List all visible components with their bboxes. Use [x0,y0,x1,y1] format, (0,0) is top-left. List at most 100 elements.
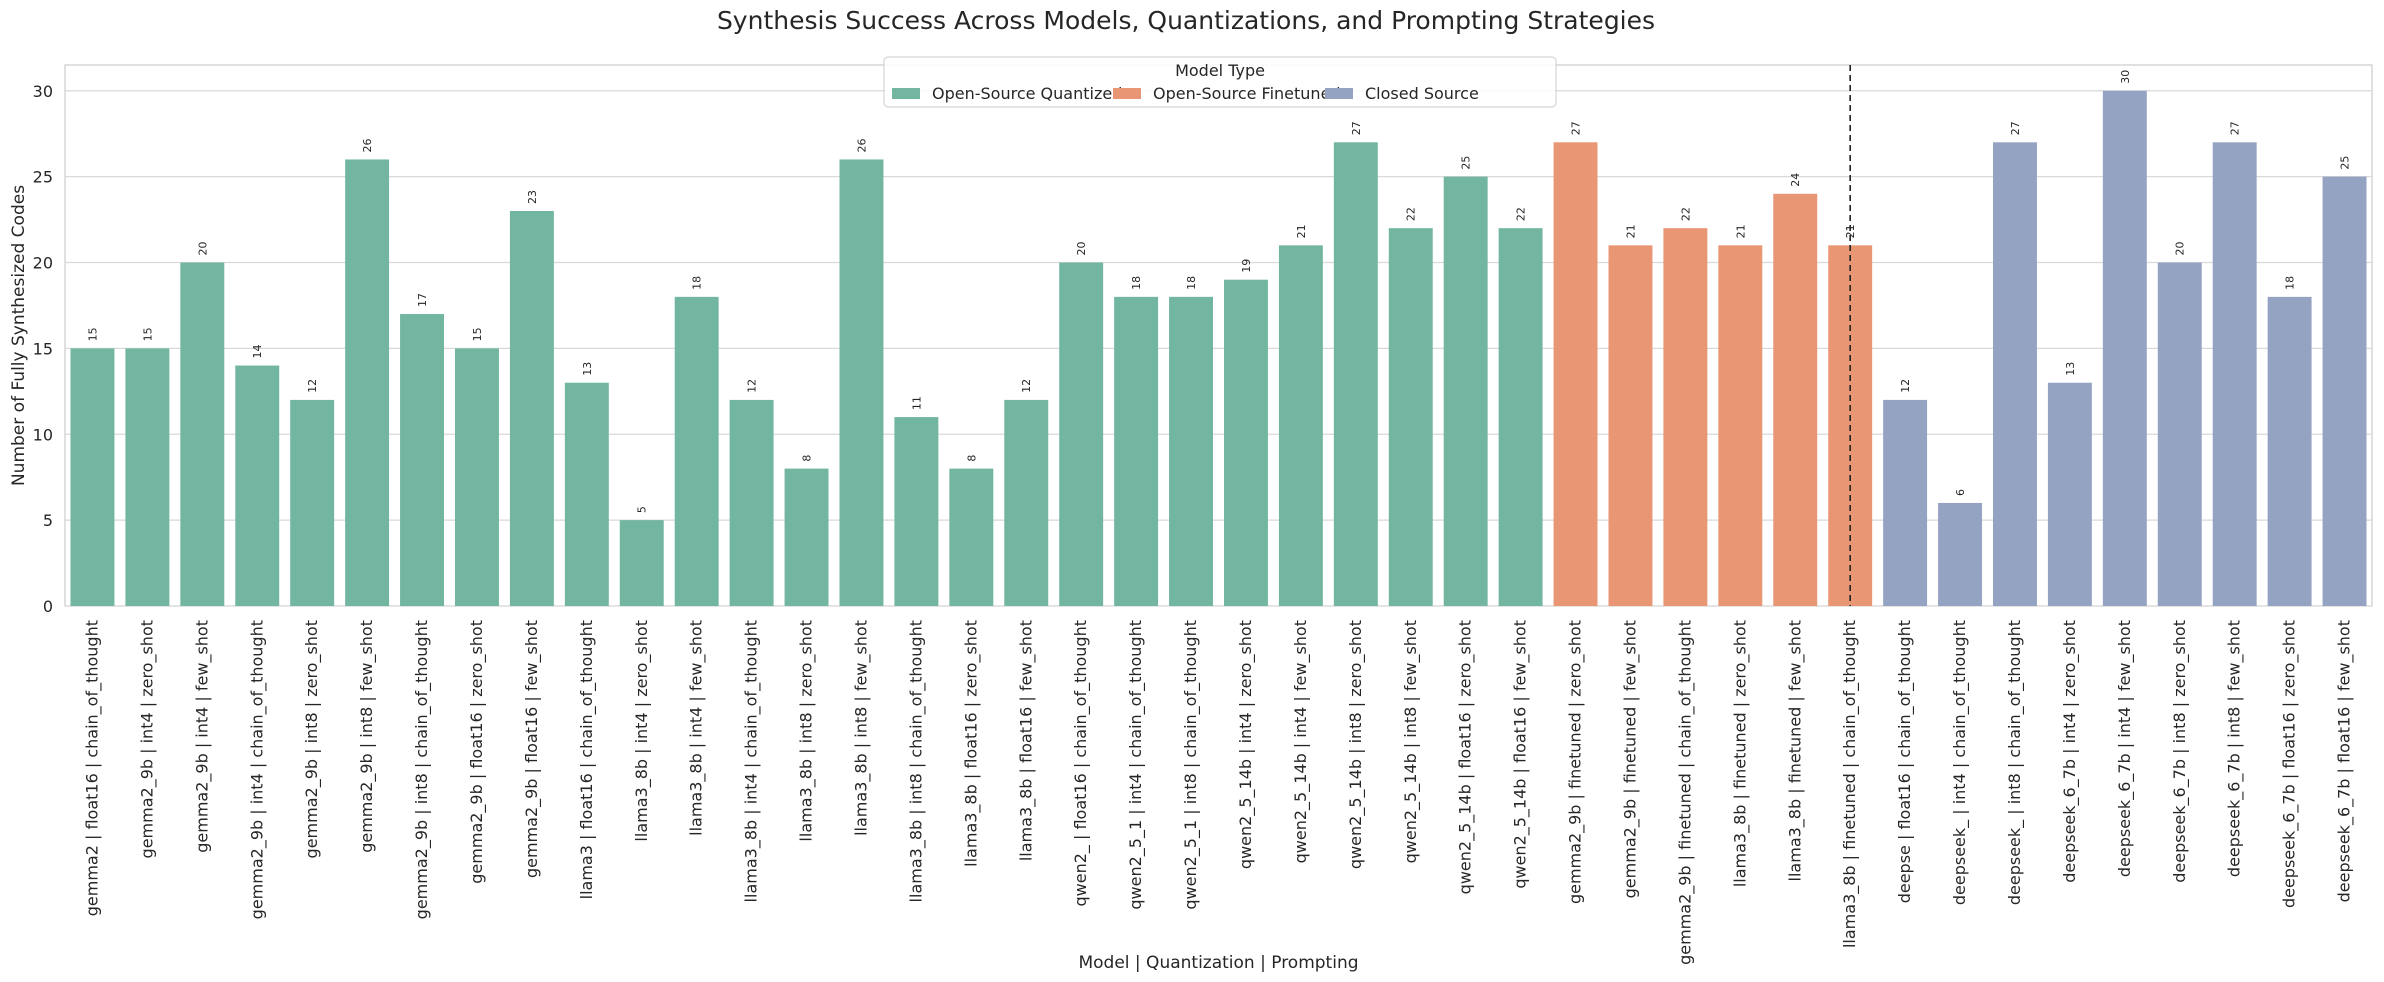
x-tick-label: llama3_8b | float16 | zero_shot [961,620,981,867]
bar-value-label: 12 [1899,379,1912,393]
x-tick-label: llama3_8b | int4 | few_shot [687,620,707,836]
bar [70,348,115,606]
bar-value-label: 21 [1844,224,1857,238]
bar-value-label: 15 [86,327,99,341]
y-tick-label: 5 [43,511,53,530]
bar [784,468,829,606]
x-tick-label: gemma2_9b | finetuned | zero_shot [1566,620,1586,904]
bar [894,417,939,606]
bar-value-label: 20 [2174,242,2187,256]
x-tick-label: gemma2_9b | finetuned | few_shot [1620,620,1640,898]
bar [1498,228,1543,606]
bar-value-label: 26 [855,138,868,152]
bar-value-label: 30 [2119,70,2132,84]
x-tick-label: qwen2_5_14b | float16 | zero_shot [1456,620,1476,894]
bar [674,296,719,606]
bar-value-label: 20 [196,242,209,256]
x-tick-label: gemma2_9b | int4 | few_shot [192,620,212,853]
bar [454,348,499,606]
x-tick-label: llama3_8b | int4 | zero_shot [632,620,652,842]
gridlines [65,90,2372,607]
y-axis-label: Number of Fully Synthesized Codes [9,185,29,486]
bar-value-label: 18 [1130,276,1143,290]
x-axis-ticks: gemma2 | float16 | chain_of_thought gemma… [82,620,2354,965]
bar [619,520,664,606]
bar [1333,142,1378,607]
x-axis-label: Model | Quantization | Prompting [1078,953,1358,973]
bar [949,468,994,606]
bar-value-label: 22 [1679,207,1692,221]
bar [235,365,280,606]
bar-value-label: 12 [1020,379,1033,393]
bar-value-label: 25 [1460,156,1473,170]
x-tick-label: llama3 | float16 | chain_of_thought [577,620,597,899]
bar [509,210,554,606]
bar [1992,142,2037,607]
bar [729,399,774,606]
bar-value-label: 19 [1240,259,1253,273]
bar [1938,502,1983,606]
bar [839,159,884,606]
bar-value-label: 18 [2284,276,2297,290]
bar [1114,296,1159,606]
legend-entries: Open-Source Quantized Open-Source Finetun… [892,84,1479,103]
x-tick-label: qwen2_5_14b | int4 | few_shot [1291,620,1311,863]
x-tick-label: deepseek_6_7b | int8 | few_shot [2225,620,2245,877]
x-tick-label: gemma2_9b | int4 | chain_of_thought [247,620,267,919]
plot-area [64,64,2373,607]
x-tick-label: deepse | float16 | chain_of_thought [1895,620,1915,903]
x-tick-label: deepseek_ | int4 | chain_of_thought [1950,620,1970,905]
bar-value-label: 23 [526,190,539,204]
x-tick-label: qwen2_5_14b | int8 | few_shot [1401,620,1421,863]
y-tick-label: 15 [33,339,53,358]
bar [1773,193,1818,607]
bar [2322,176,2367,606]
bar [1663,228,1708,606]
bar [2102,90,2147,606]
bar-value-label: 27 [1570,121,1583,135]
bar-value-label: 22 [1515,207,1528,221]
bar [1059,262,1104,606]
legend-entry-label: Closed Source [1365,84,1479,103]
bar-value-label: 18 [1185,276,1198,290]
x-tick-label: llama3_8b | int4 | chain_of_thought [742,620,762,902]
bar [2047,382,2092,606]
bar-value-label: 26 [361,138,374,152]
bar-value-label: 27 [2229,121,2242,135]
y-tick-label: 10 [33,425,53,444]
bar [1883,399,1928,606]
bar-value-label: 20 [1075,242,1088,256]
bar [1553,142,1598,607]
bar-value-label: 6 [1954,489,1967,496]
x-tick-label: deepseek_6_7b | int8 | zero_shot [2170,620,2190,883]
bar [1718,245,1763,607]
bar-value-label: 27 [2009,121,2022,135]
bar-value-label: 25 [2339,156,2352,170]
bar [290,399,335,606]
x-tick-label: llama3_8b | finetuned | few_shot [1785,620,1805,881]
bar [180,262,225,606]
bar-value-label: 15 [141,327,154,341]
x-tick-label: llama3_8b | finetuned | zero_shot [1730,620,1750,887]
bar [1443,176,1488,606]
chart-title: Synthesis Success Across Models, Quantiz… [717,6,1655,35]
bar-value-label: 17 [416,293,429,307]
legend-swatch [1325,88,1353,99]
legend-box [883,56,1557,108]
bar-value-label: 27 [1350,121,1363,135]
legend-entry-label: Open-Source Quantized [932,84,1122,103]
bar-value-label: 12 [746,379,759,393]
bar-value-label: 21 [1624,224,1637,238]
bar [2212,142,2257,607]
y-axis-ticks: 0 5 10 15 20 25 30 [33,82,53,616]
bar-value-label: 21 [1734,224,1747,238]
legend-swatch [1113,88,1141,99]
bar [1169,296,1214,606]
x-tick-label: deepseek_6_7b | int4 | few_shot [2115,620,2135,877]
legend-title: Model Type [1175,61,1265,80]
bars [70,90,2367,607]
x-tick-label: llama3_8b | int8 | zero_shot [797,620,817,842]
bar-value-label: 21 [1295,224,1308,238]
x-tick-label: deepseek_6_7b | int4 | zero_shot [2060,620,2080,883]
